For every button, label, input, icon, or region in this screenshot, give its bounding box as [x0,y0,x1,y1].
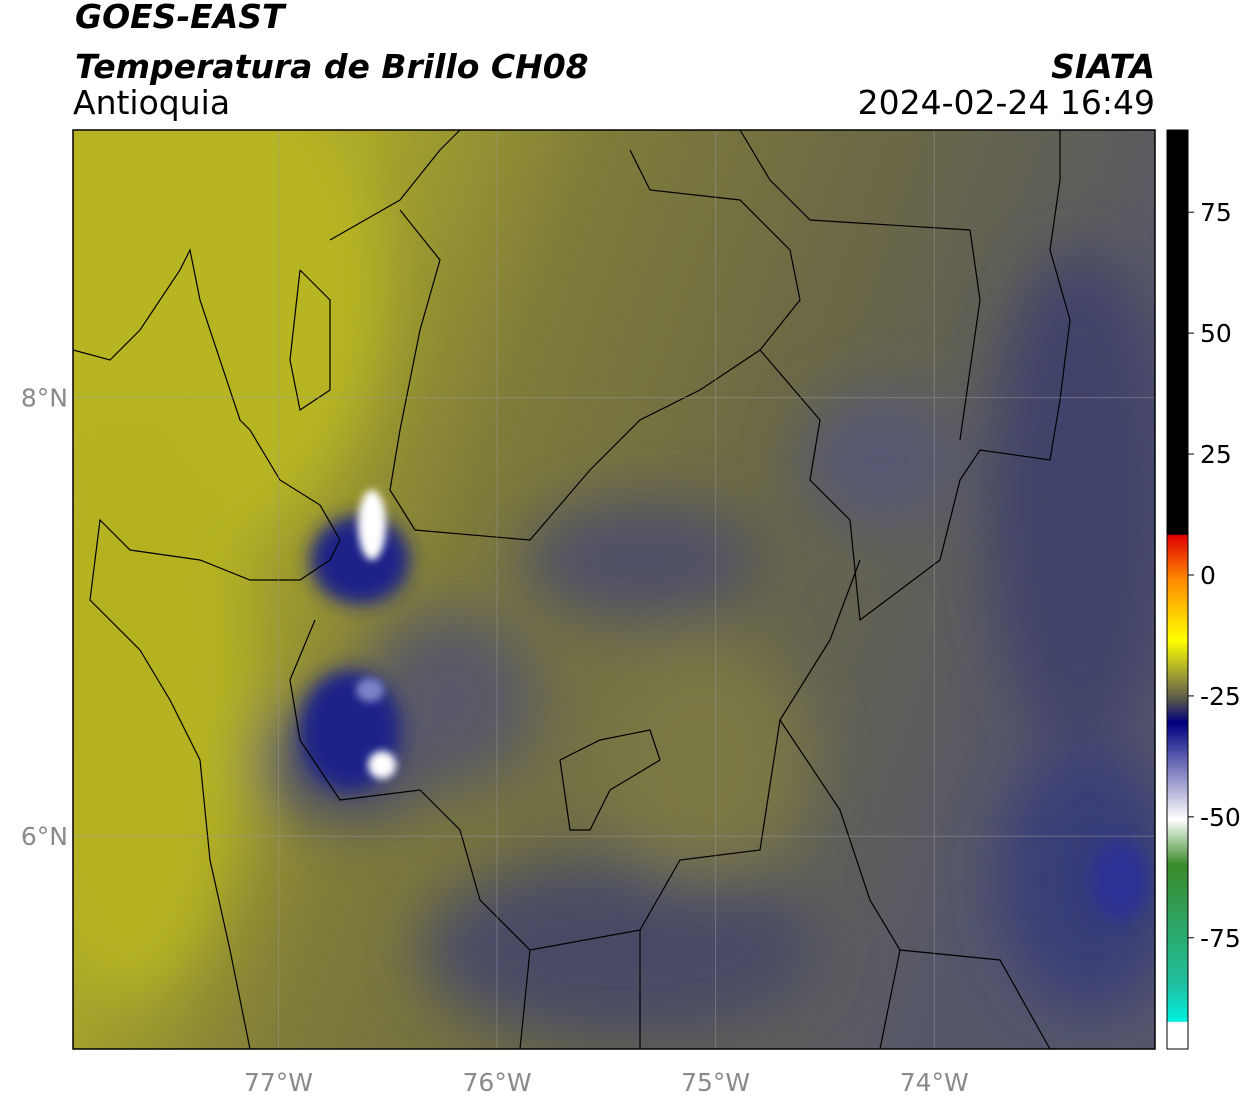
subtitle: Temperatura de Brillo CH08 [75,47,589,86]
y-tick-label: 6°N [21,822,68,851]
colorbar-tick-label: -50 [1200,803,1241,832]
colorbar-tick-label: 50 [1200,319,1232,348]
colorbar-tick-label: 0 [1200,561,1216,590]
x-tick-label: 77°W [244,1068,313,1097]
colorbar-tick-label: 25 [1200,440,1232,469]
colorbar-tick-label: 75 [1200,198,1232,227]
map-image [73,130,1155,1049]
x-tick-label: 76°W [463,1068,532,1097]
datetime: 2024-02-24 16:49 [858,83,1155,122]
map-frame [72,129,1156,1050]
axes: 77°W 76°W 75°W 74°W 8°N 6°N 75 50 25 0 -25 -50 -75 [21,198,1241,1097]
colorbar-tick-label: -75 [1200,924,1241,953]
title: GOES-EAST [75,0,287,36]
region: Antioquia [73,83,230,122]
colorbar [1166,129,1189,1050]
x-tick-label: 75°W [681,1068,750,1097]
y-tick-label: 8°N [21,384,68,413]
grid [73,130,1155,1049]
boundaries [73,130,1071,1049]
colorbar-tick-label: -25 [1200,682,1241,711]
source: SIATA [1051,47,1155,86]
x-tick-label: 74°W [900,1068,969,1097]
